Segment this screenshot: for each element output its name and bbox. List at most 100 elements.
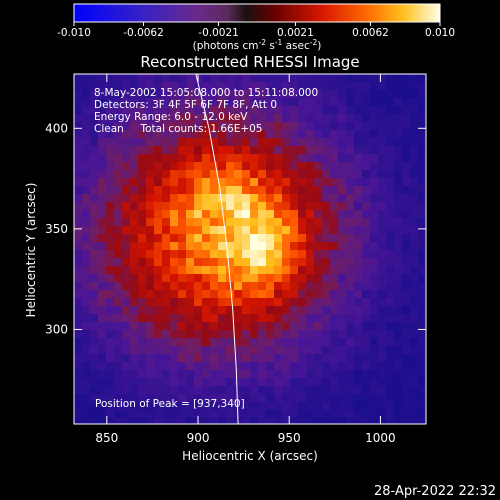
heatmap-cell	[154, 290, 162, 298]
heatmap-cell	[82, 130, 90, 138]
heatmap-cell	[234, 218, 242, 226]
heatmap-cell	[386, 162, 394, 170]
heatmap-cell	[90, 266, 98, 274]
heatmap-cell	[74, 106, 82, 114]
heatmap-cell	[314, 226, 322, 234]
heatmap-cell	[202, 274, 210, 282]
heatmap-cell	[186, 330, 194, 338]
heatmap-cell	[346, 298, 354, 306]
heatmap-cell	[114, 98, 122, 106]
heatmap-cell	[162, 138, 170, 146]
heatmap-cell	[322, 162, 330, 170]
heatmap-cell	[402, 274, 410, 282]
heatmap-cell	[98, 178, 106, 186]
heatmap-cell	[394, 114, 402, 122]
heatmap-cell	[82, 82, 90, 90]
heatmap-cell	[378, 354, 386, 362]
heatmap-cell	[386, 306, 394, 314]
heatmap-cell	[346, 282, 354, 290]
heatmap-cell	[402, 306, 410, 314]
heatmap-cell	[242, 218, 250, 226]
heatmap-cell	[82, 274, 90, 282]
heatmap-cell	[290, 178, 298, 186]
heatmap-cell	[130, 418, 138, 424]
heatmap-cell	[346, 394, 354, 402]
heatmap-cell	[226, 250, 234, 258]
heatmap-cell	[290, 74, 298, 82]
heatmap-cell	[346, 402, 354, 410]
heatmap-cell	[74, 322, 82, 330]
heatmap-cell	[322, 402, 330, 410]
heatmap-cell	[370, 378, 378, 386]
heatmap-cell	[258, 322, 266, 330]
heatmap-cell	[106, 418, 114, 424]
heatmap-cell	[122, 370, 130, 378]
heatmap-cell	[378, 114, 386, 122]
heatmap-cell	[306, 250, 314, 258]
heatmap-cell	[186, 130, 194, 138]
heatmap-cell	[282, 242, 290, 250]
heatmap-cell	[202, 82, 210, 90]
heatmap-cell	[242, 122, 250, 130]
heatmap-cell	[98, 346, 106, 354]
heatmap-cell	[274, 282, 282, 290]
heatmap-cell	[258, 98, 266, 106]
heatmap-cell	[250, 74, 258, 82]
heatmap-cell	[242, 226, 250, 234]
heatmap-cell	[234, 250, 242, 258]
heatmap-cell	[170, 298, 178, 306]
heatmap-cell	[170, 138, 178, 146]
heatmap-cell	[74, 274, 82, 282]
heatmap-cell	[370, 274, 378, 282]
heatmap-cell	[218, 418, 226, 424]
heatmap-cell	[130, 202, 138, 210]
heatmap-cell	[306, 402, 314, 410]
heatmap-cell	[146, 338, 154, 346]
footer-timestamp: 28-Apr-2022 22:32	[374, 484, 496, 499]
heatmap-cell	[410, 298, 418, 306]
heatmap-cell	[298, 298, 306, 306]
heatmap-cell	[154, 410, 162, 418]
heatmap-cell	[170, 370, 178, 378]
heatmap-cell	[250, 138, 258, 146]
heatmap-cell	[114, 130, 122, 138]
heatmap-cell	[146, 210, 154, 218]
heatmap-cell	[194, 306, 202, 314]
heatmap-cell	[378, 250, 386, 258]
heatmap-cell	[362, 282, 370, 290]
heatmap-cell	[170, 202, 178, 210]
heatmap-cell	[130, 106, 138, 114]
x-tick-label: 900	[187, 431, 210, 445]
heatmap-cell	[186, 98, 194, 106]
heatmap-cell	[378, 234, 386, 242]
heatmap-cell	[378, 306, 386, 314]
heatmap-cell	[242, 130, 250, 138]
heatmap-cell	[106, 354, 114, 362]
heatmap-cell	[106, 146, 114, 154]
heatmap-cell	[226, 114, 234, 122]
heatmap-cell	[170, 338, 178, 346]
heatmap-cell	[202, 282, 210, 290]
heatmap-cell	[314, 282, 322, 290]
heatmap-cell	[146, 218, 154, 226]
heatmap-cell	[338, 90, 346, 98]
heatmap-cell	[194, 186, 202, 194]
heatmap-cell	[418, 266, 426, 274]
heatmap-cell	[122, 410, 130, 418]
heatmap-cell	[354, 282, 362, 290]
heatmap-cell	[330, 114, 338, 122]
heatmap-cell	[234, 98, 242, 106]
heatmap-cell	[402, 290, 410, 298]
heatmap-cell	[330, 82, 338, 90]
heatmap-cell	[202, 154, 210, 162]
heatmap-cell	[106, 330, 114, 338]
heatmap-cell	[98, 386, 106, 394]
heatmap-cell	[170, 98, 178, 106]
heatmap-cell	[258, 282, 266, 290]
heatmap-cell	[170, 162, 178, 170]
heatmap-cell	[202, 346, 210, 354]
heatmap-cell	[274, 122, 282, 130]
heatmap-cell	[178, 146, 186, 154]
heatmap-cell	[282, 130, 290, 138]
